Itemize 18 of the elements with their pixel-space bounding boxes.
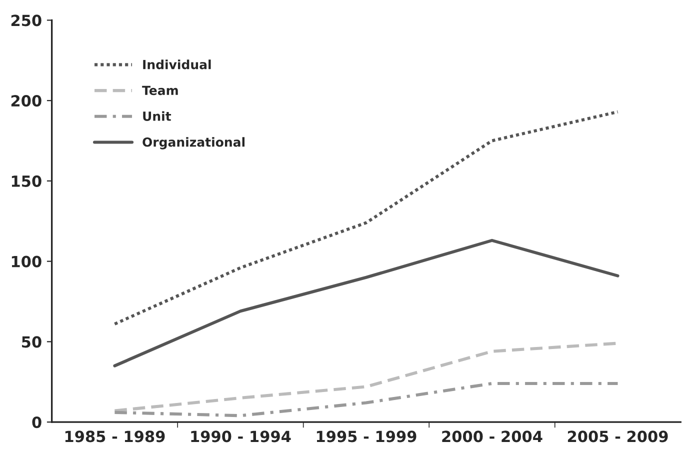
y-tick-label: 50	[22, 336, 42, 348]
legend-label: Unit	[143, 111, 172, 121]
legend-label: Team	[142, 86, 178, 96]
x-tick-label: 2000 - 2004	[442, 430, 542, 442]
y-tick-label: 0	[32, 416, 42, 428]
line-series	[113, 110, 620, 326]
y-tick-label: 100	[12, 256, 42, 268]
legend-label: Individual	[143, 60, 211, 70]
y-tick-label: 250	[11, 14, 42, 26]
x-tick-label: 1985 - 1989	[65, 430, 165, 442]
line-series	[113, 382, 620, 418]
x-tick-label: 1990 - 1994	[191, 430, 291, 442]
line-series	[113, 238, 620, 368]
y-tick-label: 200	[11, 95, 42, 107]
x-tick-label: 2005 - 2009	[568, 430, 668, 442]
legend-label: Organizational	[142, 137, 244, 150]
y-tick-label: 150	[12, 175, 42, 187]
x-tick-label: 1995 - 1999	[316, 430, 416, 442]
